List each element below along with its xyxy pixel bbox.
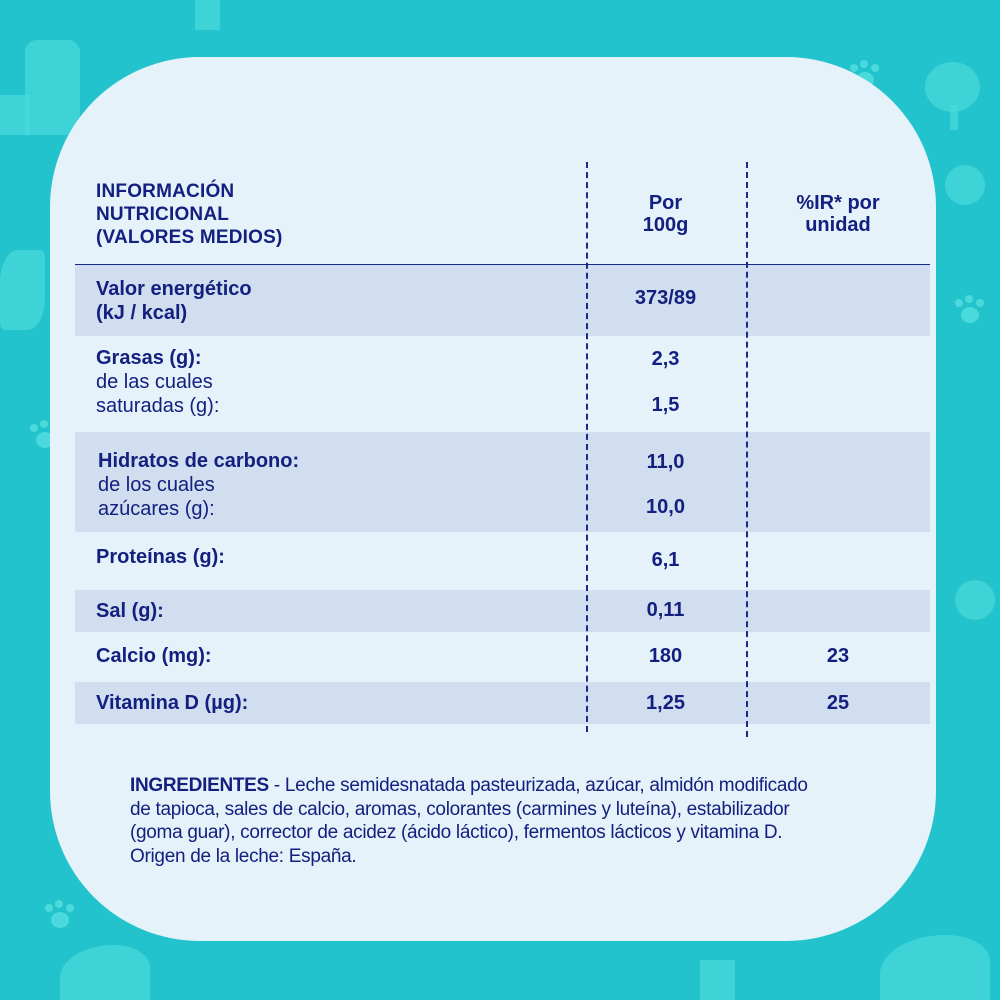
row-value: 1,25 bbox=[646, 692, 685, 714]
tree-trunk-icon bbox=[950, 105, 958, 130]
flower-icon bbox=[945, 165, 985, 205]
row-value: 0,11 bbox=[646, 599, 685, 621]
column-divider bbox=[746, 162, 748, 737]
row-label: Proteínas (g): bbox=[96, 546, 225, 568]
banner-icon bbox=[195, 0, 220, 30]
castle-icon bbox=[0, 95, 30, 135]
table-title: INFORMACIÓN NUTRICIONAL (VALORES MEDIOS) bbox=[96, 181, 283, 248]
row-value: 373/89 bbox=[634, 287, 697, 309]
row-label: Valor energético (kJ / kcal) bbox=[96, 278, 252, 324]
dragon-wing-icon bbox=[60, 945, 150, 1000]
row-label: Calcio (mg): bbox=[96, 645, 212, 667]
column-divider bbox=[586, 162, 588, 732]
column-header-ir: %IR* por unidad bbox=[796, 192, 880, 236]
table-row-proteins: Proteínas (g): 6,1 bbox=[75, 532, 930, 590]
row-ir: 23 bbox=[826, 645, 850, 667]
castle-icon bbox=[700, 960, 735, 1000]
table-row-salt: Sal (g): 0,11 bbox=[75, 590, 930, 632]
row-ir: 25 bbox=[826, 692, 850, 714]
paw-icon bbox=[955, 295, 985, 325]
ingredients-text: INGREDIENTES - Leche semidesnatada paste… bbox=[130, 775, 808, 867]
table-row-energy: Valor energético (kJ / kcal) 373/89 bbox=[75, 265, 930, 336]
row-value: 6,1 bbox=[651, 549, 680, 571]
tree-icon bbox=[925, 62, 980, 112]
dragon-icon bbox=[0, 250, 45, 330]
table-row-calcium: Calcio (mg): 180 23 bbox=[75, 632, 930, 682]
row-label: Vitamina D (µg): bbox=[96, 692, 249, 714]
row-label: Hidratos de carbono: de los cuales azúca… bbox=[98, 450, 300, 520]
row-value: 11,0 bbox=[646, 451, 685, 473]
table-row-fats: Grasas (g): de las cuales saturadas (g):… bbox=[75, 336, 930, 432]
row-value-sub: 10,0 bbox=[646, 496, 685, 518]
table-row-vitamin-d: Vitamina D (µg): 1,25 25 bbox=[75, 682, 930, 724]
row-value: 180 bbox=[648, 645, 683, 667]
monster-icon bbox=[955, 580, 995, 620]
table-header: INFORMACIÓN NUTRICIONAL (VALORES MEDIOS)… bbox=[75, 160, 930, 266]
column-header-per-100g: Por 100g bbox=[642, 192, 689, 236]
row-label: Grasas (g): de las cuales saturadas (g): bbox=[96, 347, 220, 417]
row-value-sub: 1,5 bbox=[651, 394, 680, 416]
row-value: 2,3 bbox=[651, 348, 680, 370]
paw-icon bbox=[45, 900, 75, 930]
row-label: Sal (g): bbox=[96, 600, 164, 622]
table-row-carbohydrates: Hidratos de carbono: de los cuales azúca… bbox=[75, 432, 930, 532]
castle-icon bbox=[25, 40, 80, 135]
dragon-wing-icon bbox=[880, 935, 990, 1000]
